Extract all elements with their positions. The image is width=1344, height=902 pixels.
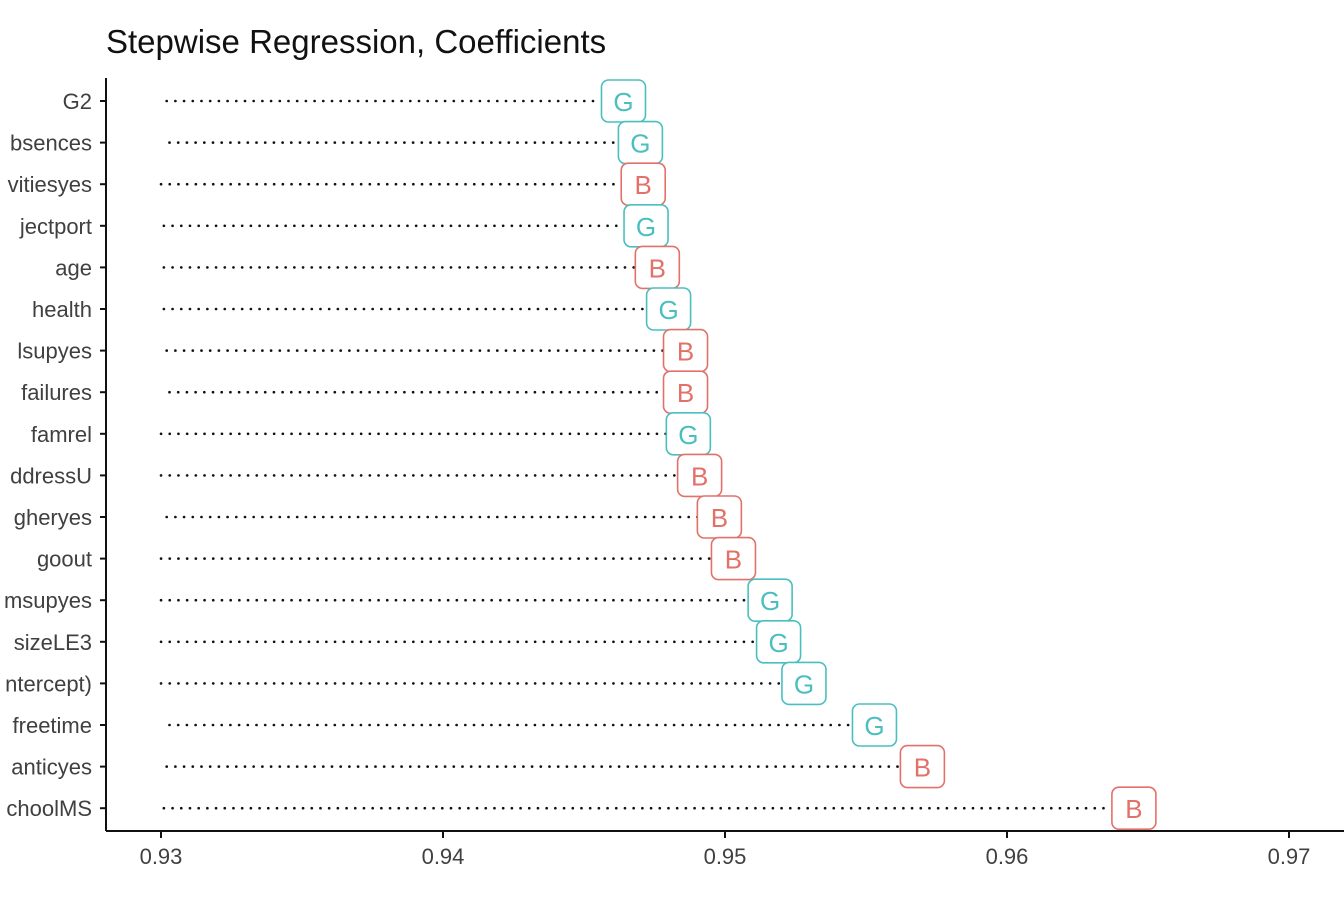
point-marker: B: [1111, 786, 1157, 831]
point-marker: B: [899, 744, 946, 789]
point-marker: G: [851, 703, 898, 747]
point-marker-text: G: [658, 295, 678, 325]
point-marker: B: [676, 453, 723, 498]
point-marker-text: B: [691, 461, 708, 491]
point-marker-box: [899, 744, 946, 789]
chart-axes: [105, 78, 1344, 832]
point-marker-text: G: [678, 420, 698, 450]
point-marker-text: B: [635, 170, 652, 200]
point-marker-text: B: [677, 378, 694, 408]
x-tick-label: 0.97: [1268, 844, 1311, 869]
point-marker-text: B: [677, 337, 694, 367]
point-marker: B: [662, 370, 709, 415]
point-marker-text: B: [711, 503, 728, 533]
point-marker-box: [1111, 786, 1157, 831]
category-label: vitiesyes: [8, 172, 92, 197]
point-marker: G: [665, 411, 712, 456]
point-marker-text: G: [768, 628, 788, 658]
x-tick-label: 0.95: [704, 844, 747, 869]
category-label: gheryes: [14, 505, 92, 530]
category-label: anticyes: [11, 755, 92, 780]
point-marker-text: G: [794, 669, 814, 699]
point-marker-text: G: [760, 586, 780, 616]
category-label: msupyes: [4, 588, 92, 613]
category-label: failures: [21, 380, 92, 405]
point-marker-text: B: [1125, 794, 1142, 824]
category-label: age: [55, 255, 92, 280]
point-marker: B: [710, 536, 757, 581]
point-marker-text: G: [864, 711, 884, 741]
point-marker: G: [623, 204, 669, 248]
point-marker-text: G: [630, 129, 650, 159]
point-marker: G: [645, 287, 692, 331]
category-label: bsences: [10, 131, 92, 156]
point-marker-box: [851, 703, 898, 747]
category-label: choolMS: [6, 796, 92, 821]
category-label: G2: [63, 89, 92, 114]
point-marker: B: [662, 328, 709, 373]
point-marker: B: [634, 245, 681, 290]
x-tick-label: 0.96: [986, 844, 1029, 869]
category-label: lsupyes: [17, 339, 92, 364]
x-axis-ticks: 0.93 0.94 0.95 0.96 0.97: [140, 831, 1311, 869]
dotted-lines: [159, 99, 1114, 810]
point-marker-text: B: [649, 253, 666, 283]
x-tick-label: 0.93: [140, 844, 183, 869]
category-label: famrel: [31, 422, 92, 447]
point-marker: B: [696, 495, 743, 539]
point-marker-text: G: [636, 212, 656, 242]
category-labels: G2 bsences vitiesyes jectport age health lsupy…: [4, 89, 106, 821]
category-label: jectport: [19, 214, 92, 239]
category-label: health: [32, 297, 92, 322]
point-marker-box: [755, 619, 802, 664]
point-marker: G: [781, 661, 827, 706]
category-label: ntercept): [5, 671, 92, 696]
point-marker: G: [747, 578, 793, 623]
category-label: goout: [37, 547, 92, 572]
point-marker: G: [755, 619, 802, 664]
chart-title: Stepwise Regression, Coefficients: [106, 23, 606, 60]
point-marker-text: B: [725, 545, 742, 575]
point-marker: B: [620, 162, 667, 206]
point-marker-text: G: [613, 87, 633, 117]
point-marker-box: [710, 536, 757, 581]
point-marker-text: B: [914, 753, 931, 783]
category-label: freetime: [13, 713, 92, 738]
point-marker: G: [617, 120, 664, 165]
point-marker-box: [781, 661, 827, 706]
x-tick-label: 0.94: [422, 844, 465, 869]
category-label: ddressU: [10, 463, 92, 488]
category-label: sizeLE3: [14, 630, 92, 655]
point-marker-box: [676, 453, 723, 498]
point-marker: G: [600, 79, 647, 123]
